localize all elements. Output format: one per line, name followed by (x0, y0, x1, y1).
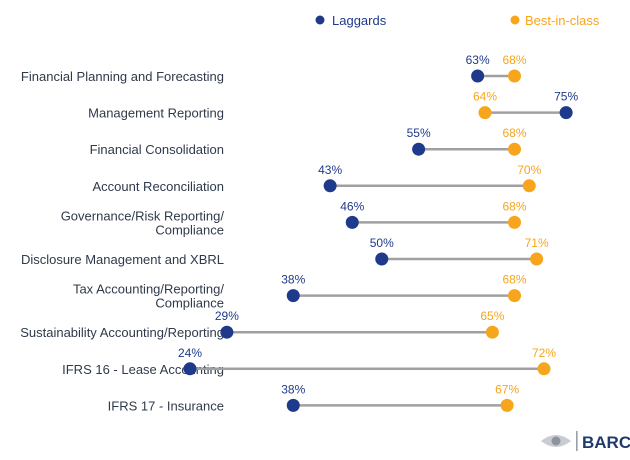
laggards-point (286, 398, 300, 412)
laggards-point (323, 179, 337, 193)
category-labels: Financial Planning and Forecasting Manage… (20, 69, 224, 413)
laggards-value-label: 55% (407, 126, 431, 140)
laggards-value-label: 75% (554, 90, 578, 104)
best-in-class-point (508, 69, 521, 83)
best-in-class-value-label: 72% (532, 346, 556, 360)
category-label: Financial Planning and Forecasting (21, 69, 224, 84)
category-label: Disclosure Management and XBRL (21, 252, 224, 267)
best-in-class-value-label: 68% (502, 126, 526, 140)
eye-icon (541, 435, 571, 447)
laggards-point (471, 69, 485, 83)
category-label: Sustainability Accounting/Reporting (20, 325, 224, 340)
legend-label-laggards: Laggards (332, 13, 387, 28)
laggards-point (220, 325, 234, 339)
best-in-class-value-label: 68% (502, 53, 526, 67)
best-in-class-value-label: 68% (502, 273, 526, 287)
laggards-point (375, 252, 389, 266)
laggards-value-label: 29% (215, 309, 239, 323)
data-points (183, 69, 573, 412)
laggards-point (412, 142, 426, 156)
legend: Laggards Best-in-class (315, 13, 600, 28)
best-in-class-point (508, 142, 521, 156)
laggards-point (183, 362, 197, 376)
laggards-value-label: 38% (281, 273, 305, 287)
best-in-class-value-label: 68% (502, 199, 526, 213)
barc-logo: BARC (541, 431, 630, 452)
best-in-class-value-label: 70% (517, 163, 541, 177)
best-in-class-point (530, 252, 544, 266)
category-label: IFRS 16 - Lease Accounting (62, 362, 224, 377)
legend-label-best-in-class: Best-in-class (525, 13, 600, 28)
category-label: Tax Accounting/Reporting/Compliance (73, 282, 224, 311)
category-label: IFRS 17 - Insurance (108, 398, 224, 413)
laggards-point (345, 215, 359, 229)
logo-text: BARC (582, 433, 630, 452)
laggards-point (559, 106, 573, 120)
legend-marker-laggards (315, 15, 325, 25)
category-label: Financial Consolidation (90, 142, 224, 157)
best-in-class-point (508, 289, 521, 303)
laggards-point (286, 289, 300, 303)
best-in-class-point (508, 215, 521, 229)
logo-divider (576, 431, 578, 451)
best-in-class-point (478, 106, 492, 120)
category-label: Account Reconciliation (92, 179, 224, 194)
best-in-class-point (485, 325, 499, 339)
best-in-class-value-label: 71% (525, 236, 549, 250)
best-in-class-point (537, 362, 551, 376)
legend-marker-best-in-class (510, 15, 520, 25)
laggards-value-label: 24% (178, 346, 202, 360)
best-in-class-point (522, 179, 536, 193)
category-label: Management Reporting (88, 106, 224, 121)
best-in-class-value-label: 64% (473, 90, 497, 104)
value-labels: 63% 68% 75% 64% 55% 68% 43% 70% 46% 68% 50% 71% 38% 6… (178, 53, 578, 396)
laggards-value-label: 63% (466, 53, 490, 67)
laggards-value-label: 43% (318, 163, 342, 177)
laggards-value-label: 50% (370, 236, 394, 250)
laggards-value-label: 38% (281, 382, 305, 396)
best-in-class-value-label: 67% (495, 382, 519, 396)
connector-lines (190, 74, 567, 407)
best-in-class-point (500, 398, 514, 412)
laggards-value-label: 46% (340, 199, 364, 213)
best-in-class-value-label: 65% (480, 309, 504, 323)
category-label: Governance/Risk Reporting/Compliance (61, 208, 225, 237)
